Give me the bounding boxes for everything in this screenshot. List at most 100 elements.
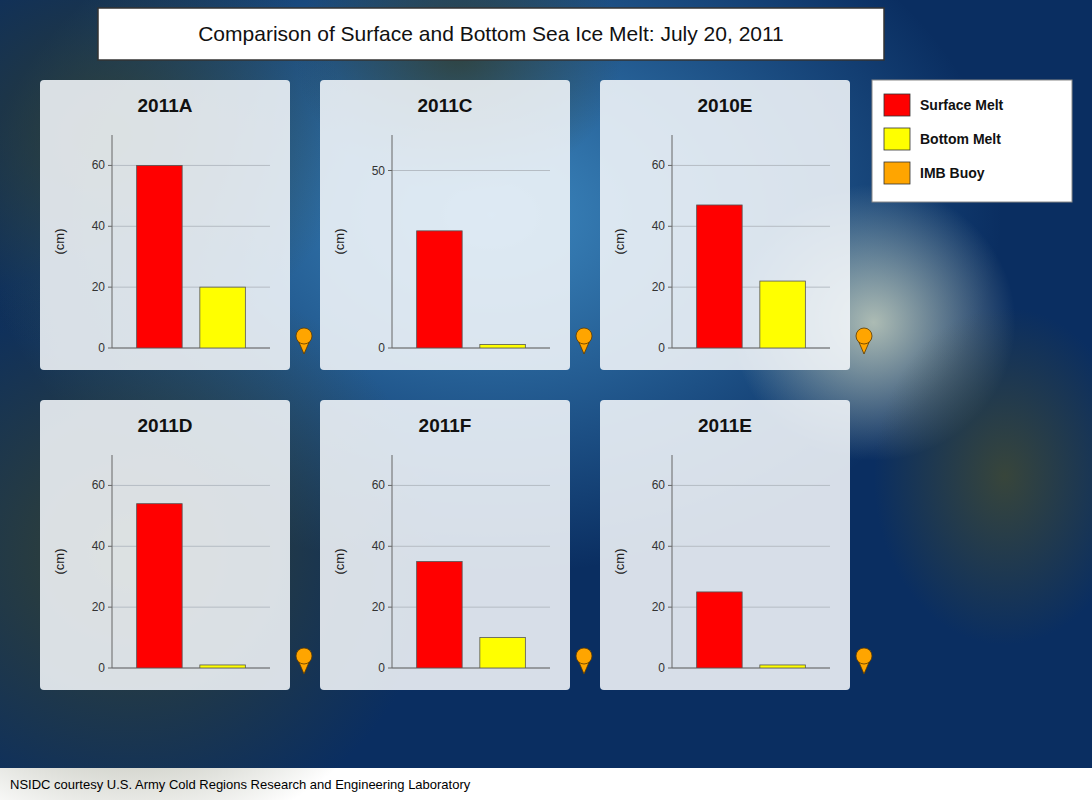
y-axis: [112, 455, 113, 668]
title: Comparison of Surface and Bottom Sea Ice…: [198, 22, 784, 45]
y-tick-label: 20: [652, 600, 666, 614]
y-tick: [668, 165, 672, 166]
y-tick: [668, 348, 672, 349]
chart-panel: 2010E(cm)0204060: [600, 80, 850, 370]
grid-line: [392, 485, 550, 486]
y-tick: [388, 170, 392, 171]
x-axis: [392, 668, 550, 669]
buoy-pin: [296, 648, 312, 674]
legend-swatch: [884, 162, 910, 184]
map-region: [874, 307, 1092, 645]
chart-panel: 2011C(cm)050: [320, 80, 570, 370]
bar: [200, 665, 246, 668]
y-tick-label: 60: [92, 158, 106, 172]
chart-title: 2011D: [138, 415, 193, 436]
grid-line: [672, 668, 830, 669]
y-tick: [108, 226, 112, 227]
y-tick-label: 60: [92, 478, 106, 492]
bar: [760, 665, 806, 668]
y-tick: [388, 485, 392, 486]
legend: Surface MeltBottom MeltIMB Buoy: [872, 80, 1072, 202]
y-tick-label: 40: [92, 219, 106, 233]
y-tick-label: 20: [652, 280, 666, 294]
y-tick: [108, 165, 112, 166]
legend-swatch: [884, 128, 910, 150]
grid-line: [672, 348, 830, 349]
grid-line: [112, 348, 270, 349]
panel-background: [320, 80, 570, 370]
bar: [200, 287, 246, 348]
legend-label: IMB Buoy: [920, 165, 985, 181]
y-axis-label: (cm): [612, 549, 627, 575]
chart-title: 2010E: [698, 95, 753, 116]
bars: [417, 562, 526, 669]
y-tick: [668, 607, 672, 608]
grid-line: [672, 607, 830, 608]
y-tick-label: 40: [92, 539, 106, 553]
bar: [417, 231, 463, 348]
bars: [697, 592, 806, 668]
panel-background: [40, 80, 290, 370]
chart-title: 2011F: [419, 415, 472, 436]
y-tick: [668, 287, 672, 288]
y-tick: [108, 668, 112, 669]
y-tick: [388, 668, 392, 669]
grid-line: [672, 226, 830, 227]
y-tick: [388, 607, 392, 608]
map: [0, 0, 1092, 800]
grid-line: [112, 607, 270, 608]
y-tick-label: 50: [372, 164, 386, 178]
y-axis: [112, 135, 113, 348]
grid-line: [392, 170, 550, 171]
x-axis: [672, 348, 830, 349]
buoy-pin: [856, 328, 872, 354]
y-tick-label: 0: [98, 661, 105, 675]
y-axis: [392, 455, 393, 668]
grid-line: [112, 287, 270, 288]
buoy-pin: [576, 328, 592, 354]
chart-title: 2011A: [138, 95, 193, 116]
bars: [417, 231, 526, 348]
y-axis: [672, 455, 673, 668]
y-axis-label: (cm): [52, 549, 67, 575]
grid-line: [112, 668, 270, 669]
y-tick: [108, 607, 112, 608]
grid-line: [112, 226, 270, 227]
grid-line: [392, 668, 550, 669]
bar: [137, 165, 183, 348]
y-tick: [108, 287, 112, 288]
bar: [480, 638, 526, 668]
buoy-pin: [296, 328, 312, 354]
y-tick-label: 0: [378, 661, 385, 675]
subtitle: NSIDC courtesy U.S. Army Cold Regions Re…: [10, 777, 471, 792]
x-axis: [112, 668, 270, 669]
y-tick: [108, 348, 112, 349]
buoy-pin: [856, 648, 872, 674]
bar: [697, 205, 743, 348]
bar: [697, 592, 743, 668]
y-tick: [108, 485, 112, 486]
chart-panel: 2011E(cm)0204060: [600, 400, 850, 690]
y-axis: [672, 135, 673, 348]
y-tick-label: 60: [652, 478, 666, 492]
y-tick: [388, 546, 392, 547]
y-tick-label: 0: [98, 341, 105, 355]
x-axis: [672, 668, 830, 669]
bar: [480, 344, 526, 348]
y-tick-label: 0: [378, 341, 385, 355]
bar: [137, 504, 183, 668]
x-axis: [112, 348, 270, 349]
y-tick-label: 20: [92, 280, 106, 294]
y-axis-label: (cm): [332, 549, 347, 575]
legend-box: [872, 80, 1072, 202]
panel-background: [600, 400, 850, 690]
y-tick: [668, 668, 672, 669]
x-axis: [392, 348, 550, 349]
y-tick-label: 20: [92, 600, 106, 614]
y-tick: [668, 485, 672, 486]
figure: Comparison of Surface and Bottom Sea Ice…: [0, 0, 1092, 800]
grid-line: [112, 165, 270, 166]
grid-line: [392, 546, 550, 547]
bars: [137, 504, 246, 668]
bar: [760, 281, 806, 348]
